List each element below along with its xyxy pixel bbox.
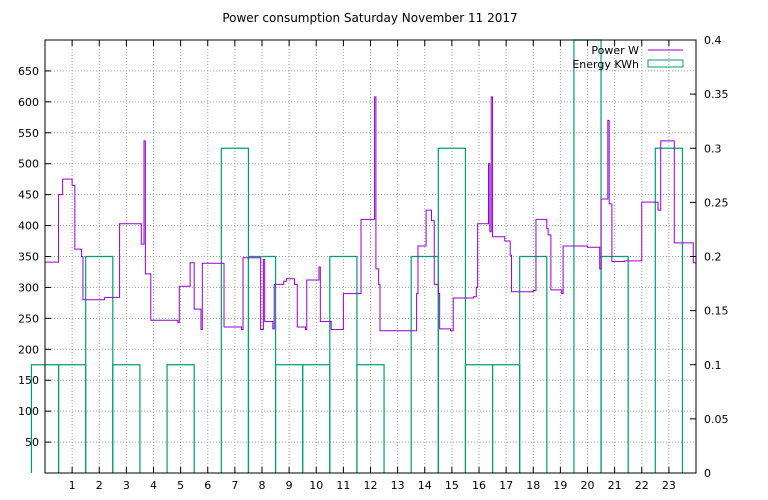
y-left-tick-label: 200 [18, 343, 39, 356]
x-tick-label: 14 [418, 479, 432, 492]
x-tick-label: 1 [69, 479, 76, 492]
x-tick-label: 6 [204, 479, 211, 492]
legend-label-energy: Energy KWh [572, 58, 639, 71]
y-left-tick-label: 550 [18, 127, 39, 140]
y-left-tick-label: 100 [18, 405, 39, 418]
y-right-tick-label: 0.05 [704, 413, 729, 426]
y-left-tick-label: 300 [18, 281, 39, 294]
energy-bar-15 [437, 147, 467, 473]
y-left-tick-label: 400 [18, 220, 39, 233]
x-tick-label: 5 [177, 479, 184, 492]
x-tick-label: 7 [231, 479, 238, 492]
y-left-tick-label: 650 [18, 65, 39, 78]
y-right-tick-label: 0.15 [704, 305, 729, 318]
energy-bar-21 [600, 255, 629, 473]
x-tick-label: 10 [309, 479, 323, 492]
x-tick-label: 19 [553, 479, 567, 492]
x-tick-label: 16 [472, 479, 486, 492]
power-line [45, 96, 696, 332]
y-left-tick-label: 150 [18, 374, 39, 387]
y-left-tick-label: 250 [18, 312, 39, 325]
grid [45, 40, 696, 473]
x-tick-label: 9 [286, 479, 293, 492]
axes: 1 2 3 4 5 6 7 8 9 10 11 12 13 14 15 16 17 18 19 20 21 22 23501… [18, 34, 729, 492]
x-tick-label: 13 [391, 479, 405, 492]
x-tick-label: 20 [581, 479, 595, 492]
energy-bar-5 [166, 364, 195, 473]
x-tick-label: 2 [96, 479, 103, 492]
x-tick-label: 15 [445, 479, 459, 492]
y-left-tick-label: 50 [25, 436, 39, 449]
legend-label-power: Power W [591, 44, 639, 57]
y-right-tick-label: 0 [704, 467, 711, 480]
y-left-tick-label: 450 [18, 189, 39, 202]
x-tick-label: 23 [662, 479, 676, 492]
energy-bar-3 [112, 364, 141, 473]
y-left-tick-label: 350 [18, 251, 39, 264]
energy-bar-12 [356, 364, 385, 473]
chart-title: Power consumption Saturday November 11 2… [222, 11, 517, 25]
y-right-tick-label: 0.3 [704, 142, 722, 155]
x-tick-label: 11 [336, 479, 350, 492]
y-right-tick-label: 0.1 [704, 359, 722, 372]
y-right-tick-label: 0.35 [704, 88, 729, 101]
y-right-tick-label: 0.25 [704, 196, 729, 209]
y-right-tick-label: 0.2 [704, 251, 722, 264]
x-tick-label: 22 [635, 479, 649, 492]
x-tick-label: 18 [526, 479, 540, 492]
power-series [45, 96, 696, 332]
x-tick-label: 12 [364, 479, 378, 492]
energy-series [30, 39, 684, 473]
y-left-tick-label: 500 [18, 158, 39, 171]
x-tick-label: 21 [608, 479, 622, 492]
y-left-tick-label: 600 [18, 96, 39, 109]
x-tick-label: 4 [150, 479, 157, 492]
y-right-tick-label: 0.4 [704, 34, 722, 47]
energy-bar-18 [519, 255, 548, 473]
x-tick-label: 8 [259, 479, 266, 492]
legend: Power W Energy KWh [572, 44, 684, 71]
energy-bar-23 [654, 147, 684, 473]
legend-swatch-energy [647, 59, 684, 68]
x-tick-label: 3 [123, 479, 130, 492]
x-tick-label: 17 [499, 479, 513, 492]
